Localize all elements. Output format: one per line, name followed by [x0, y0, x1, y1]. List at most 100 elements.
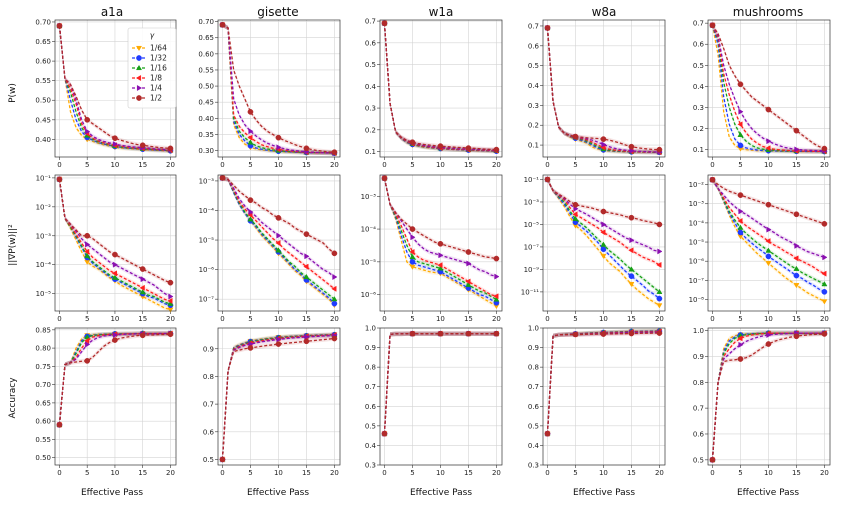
y-tick-label: 10⁻⁶	[199, 266, 215, 274]
y-tick-label: 0.8	[365, 364, 376, 372]
x-tick-label: 5	[248, 315, 252, 323]
series-point	[381, 175, 388, 182]
series-point	[794, 242, 800, 249]
panel-frame	[707, 174, 831, 312]
series-point	[248, 128, 254, 135]
series-point	[737, 81, 744, 88]
legend-label: 1/4	[150, 84, 162, 93]
series-point	[765, 145, 771, 152]
y-tick-label: 10⁻⁵	[361, 258, 377, 266]
y-tick-label: 0.80	[35, 345, 51, 353]
series-point	[276, 336, 282, 343]
series-point	[656, 221, 663, 228]
x-tick-label: 5	[738, 469, 742, 477]
series-point	[56, 421, 63, 428]
y-tick-label: 0.1	[528, 142, 539, 150]
legend-entry-1-16: 1/16	[132, 64, 167, 73]
series-band	[384, 176, 497, 299]
series-point	[656, 261, 662, 268]
y-tick-label: 0.55	[35, 77, 51, 85]
x-tick-label: 0	[220, 161, 224, 169]
y-tick-label: 10⁻⁵	[199, 237, 215, 245]
series-point	[84, 358, 91, 364]
xlabel-w8a: Effective Pass	[573, 488, 635, 498]
series-point	[737, 142, 744, 149]
y-tick-label: 0.6	[693, 430, 705, 438]
series-point	[219, 21, 226, 28]
series-point	[409, 330, 416, 337]
series-point	[437, 265, 444, 271]
legend-entry-1-4: 1/4	[132, 84, 162, 93]
x-tick-label: 15	[464, 469, 473, 477]
series-point	[85, 241, 91, 248]
series-line	[546, 179, 660, 253]
y-tick-label: 0.3	[528, 102, 539, 110]
y-tick-label: 10⁻¹	[36, 174, 52, 182]
panel-w8a-row0: 0.1 0.2 0.3 0.4 0.5 0.6 0.7 0 5 10 15 20	[528, 19, 666, 169]
legend-marker	[135, 64, 143, 71]
series-point	[56, 23, 63, 29]
series-point	[709, 22, 716, 29]
y-tick-label: 10⁻¹¹	[521, 288, 539, 296]
series-point	[167, 331, 174, 338]
series-point	[85, 128, 91, 135]
series-point	[409, 258, 416, 265]
series-point	[381, 430, 388, 437]
panel-frame	[217, 174, 341, 312]
series-point	[381, 20, 388, 27]
legend-entry-1-64: 1/64	[132, 44, 167, 53]
x-tick-label: 5	[85, 469, 89, 477]
series-line	[711, 24, 825, 150]
x-tick-label: 10	[436, 161, 445, 169]
series-point	[656, 146, 663, 153]
series-point	[629, 147, 635, 154]
xlabel-w1a: Effective Pass	[410, 488, 472, 498]
panel-gisette-row2: 0.5 0.6 0.7 0.8 0.9 0 5 10 15 20	[203, 327, 341, 477]
series-point	[437, 330, 444, 337]
xlabel-gisette: Effective Pass	[247, 488, 309, 498]
panel-frame	[707, 327, 831, 466]
series-point	[303, 145, 310, 152]
y-tick-label: 0.6	[528, 42, 540, 50]
y-tick-label: 10⁻²	[36, 203, 52, 211]
series-1-2	[709, 331, 828, 463]
x-tick-label: 0	[382, 161, 386, 169]
series-1-2	[219, 21, 338, 156]
y-tick-label: 0.9	[365, 344, 376, 352]
x-tick-label: 15	[302, 469, 311, 477]
x-tick-label: 10	[599, 469, 608, 477]
y-tick-label: 0.9	[528, 344, 539, 352]
series-point	[111, 270, 118, 277]
y-tick-label: 0.70	[35, 381, 51, 389]
series-point	[821, 299, 828, 305]
y-tick-label: 1.0	[693, 327, 704, 335]
x-tick-label: 0	[382, 315, 386, 323]
series-point	[437, 143, 444, 149]
series-point	[765, 201, 772, 208]
series-1-4	[710, 176, 828, 261]
series-line	[383, 333, 497, 434]
series-point	[304, 253, 310, 260]
plot-area	[218, 328, 340, 465]
y-tick-label: 10⁻⁴	[199, 207, 215, 215]
series-point	[247, 216, 254, 222]
series-point	[821, 270, 827, 277]
y-tick-label: 10⁻³	[689, 200, 705, 208]
series-point	[140, 276, 146, 283]
series-point	[247, 134, 253, 141]
series-point	[247, 345, 254, 351]
y-tick-label: 10⁻⁴	[361, 226, 377, 234]
y-tick-label: 0.1	[693, 146, 704, 154]
column-title-w8a: w8a	[592, 5, 617, 19]
series-point	[793, 333, 800, 340]
series-line	[58, 25, 171, 151]
series-line	[711, 332, 825, 460]
x-tick-label: 0	[220, 469, 224, 477]
y-tick-label: 0.35	[198, 131, 214, 139]
series-1-16	[709, 176, 828, 287]
series-point	[168, 293, 174, 300]
series-point	[409, 253, 416, 259]
series-1-2	[709, 22, 828, 152]
y-tick-label: 0.2	[693, 125, 704, 133]
x-tick-label: 5	[738, 315, 742, 323]
